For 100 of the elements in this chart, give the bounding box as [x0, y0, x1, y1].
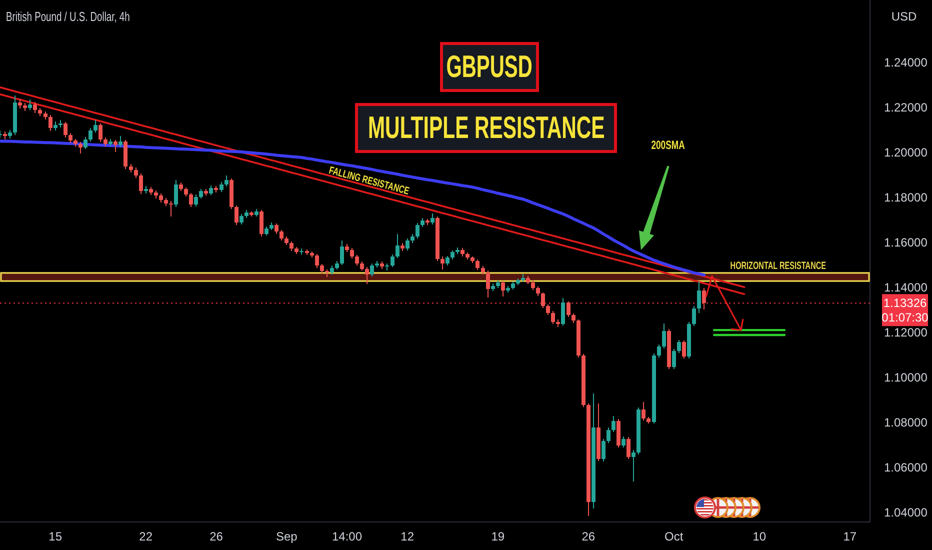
- candlestick: [551, 311, 555, 324]
- candlestick: [48, 115, 52, 131]
- candlestick: [104, 138, 108, 146]
- candlestick: [370, 264, 374, 276]
- candlestick: [305, 250, 309, 255]
- candlestick: [84, 137, 88, 149]
- candlestick: [496, 280, 500, 288]
- candlestick: [410, 234, 414, 243]
- candlestick: [320, 264, 324, 274]
- candlestick: [582, 354, 586, 407]
- candlestick: [240, 214, 244, 224]
- candlestick: [54, 122, 58, 130]
- text: MULTIPLE RESISTANCE: [368, 110, 604, 146]
- candlestick: [294, 247, 298, 254]
- candlestick: [330, 266, 334, 274]
- candlestick: [300, 248, 304, 254]
- candlestick: [592, 394, 596, 508]
- candlestick: [108, 139, 112, 146]
- candlestick: [199, 189, 203, 198]
- candlestick: [3, 132, 7, 140]
- x-tick-label: 26: [210, 530, 224, 544]
- x-tick-label: 14:00: [332, 530, 362, 544]
- candlestick: [385, 264, 389, 270]
- candlestick: [406, 238, 410, 250]
- candlestick: [416, 223, 420, 238]
- candlestick: [536, 286, 540, 296]
- candlestick: [274, 224, 278, 234]
- candlestick: [254, 209, 258, 216]
- candlestick: [606, 428, 610, 443]
- candlestick: [68, 133, 72, 143]
- candlestick: [470, 256, 474, 263]
- candlestick: [596, 404, 600, 461]
- candlestick: [13, 96, 17, 135]
- candlestick: [516, 278, 520, 285]
- candlestick: [280, 230, 284, 240]
- candlestick: [260, 210, 264, 236]
- candlestick: [144, 186, 148, 194]
- candlestick: [174, 180, 178, 207]
- candlestick: [78, 142, 82, 154]
- candlestick: [396, 234, 400, 258]
- candlestick: [64, 122, 68, 138]
- candlestick: [697, 282, 701, 313]
- y-tick-label: 1.08000: [884, 415, 928, 430]
- candlestick: [572, 314, 576, 323]
- candlestick: [375, 261, 379, 268]
- candlestick: [169, 201, 173, 216]
- y-tick-label: 1.06000: [884, 460, 928, 474]
- candlestick: [250, 212, 254, 216]
- candlestick: [687, 322, 691, 358]
- x-tick-label: 26: [582, 530, 596, 544]
- y-tick-label: 1.10000: [884, 370, 928, 384]
- candlestick: [290, 242, 294, 251]
- candlestick: [450, 250, 454, 260]
- candlestick: [531, 280, 535, 290]
- candlestick: [626, 437, 630, 459]
- y-tick-label: 1.18000: [884, 190, 928, 204]
- candlestick: [38, 108, 42, 116]
- y-tick-label: 1.22000: [884, 100, 928, 114]
- candlestick: [466, 252, 470, 260]
- candlestick: [149, 187, 153, 195]
- candlestick: [355, 255, 359, 266]
- y-axis-title: USD: [891, 9, 917, 24]
- candlestick: [506, 286, 510, 292]
- ref-line-label: 1.13326: [883, 296, 928, 310]
- candlestick: [360, 262, 364, 270]
- candlestick: [209, 186, 213, 195]
- candlestick: [74, 139, 78, 146]
- candlestick: [636, 408, 640, 454]
- candlestick: [350, 248, 354, 258]
- text: 01:07:30: [882, 310, 929, 324]
- candlestick: [44, 112, 48, 120]
- candlestick: [365, 267, 369, 284]
- y-tick-label: 1.12000: [884, 325, 928, 340]
- x-tick-label: 22: [139, 530, 153, 544]
- candlestick: [345, 244, 349, 252]
- candlestick: [566, 302, 570, 317]
- candlestick: [315, 254, 319, 268]
- y-tick-label: 1.04000: [884, 505, 928, 520]
- x-tick-label: 19: [491, 530, 505, 544]
- x-tick-label: 12: [400, 530, 414, 544]
- candlestick: [184, 188, 188, 196]
- candlestick: [486, 270, 490, 298]
- candlestick: [18, 99, 22, 108]
- candlestick: [586, 404, 590, 516]
- candlestick: [284, 236, 288, 245]
- candlestick: [189, 193, 193, 207]
- candlestick: [521, 274, 525, 282]
- candlestick: [657, 344, 661, 358]
- candlestick: [440, 256, 444, 270]
- candlestick: [436, 216, 440, 261]
- candlestick: [88, 128, 92, 142]
- band-label: HORIZONTAL RESISTANCE: [730, 260, 826, 272]
- x-tick-label: Sep: [276, 530, 298, 544]
- candlestick: [164, 198, 168, 206]
- candlestick: [204, 189, 208, 196]
- candlestick: [692, 306, 696, 326]
- candlestick: [612, 416, 616, 432]
- candlestick: [616, 419, 620, 448]
- candlestick: [511, 282, 515, 290]
- candlestick: [541, 292, 545, 308]
